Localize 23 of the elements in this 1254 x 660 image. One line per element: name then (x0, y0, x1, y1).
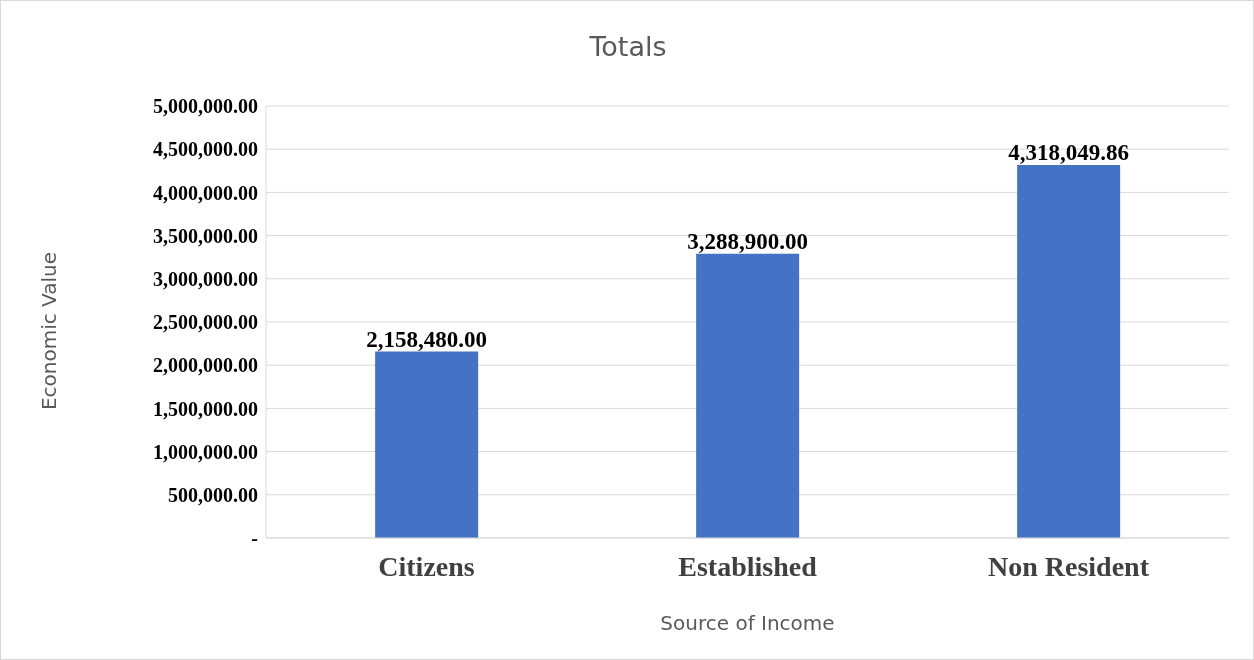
y-tick-label: - (251, 527, 258, 550)
y-tick-label: 5,000,000.00 (153, 95, 258, 118)
x-tick-label: Citizens (378, 550, 475, 582)
y-tick-label: 4,000,000.00 (153, 181, 258, 204)
y-tick-label: 2,500,000.00 (153, 311, 258, 334)
y-tick-label: 1,500,000.00 (153, 397, 258, 420)
y-tick-label: 4,500,000.00 (153, 138, 258, 161)
y-tick-label: 3,000,000.00 (153, 267, 258, 290)
y-tick-label: 3,500,000.00 (153, 224, 258, 247)
y-tick-label: 2,000,000.00 (153, 354, 258, 377)
bar (1017, 164, 1121, 538)
y-tick-label: 500,000.00 (168, 483, 258, 506)
x-axis-title: Source of Income (659, 611, 836, 635)
x-tick-label: Non Resident (987, 550, 1150, 582)
chart-title: Totals (588, 31, 668, 62)
data-label: 2,158,480.00 (366, 326, 488, 352)
bar (696, 253, 800, 538)
data-label: 4,318,049.86 (1008, 139, 1130, 165)
x-tick-label: Established (678, 550, 818, 582)
bar (375, 351, 479, 538)
y-axis-title: Economic Value (37, 251, 61, 411)
y-tick-label: 1,000,000.00 (153, 440, 258, 463)
data-label: 3,288,900.00 (687, 228, 809, 254)
